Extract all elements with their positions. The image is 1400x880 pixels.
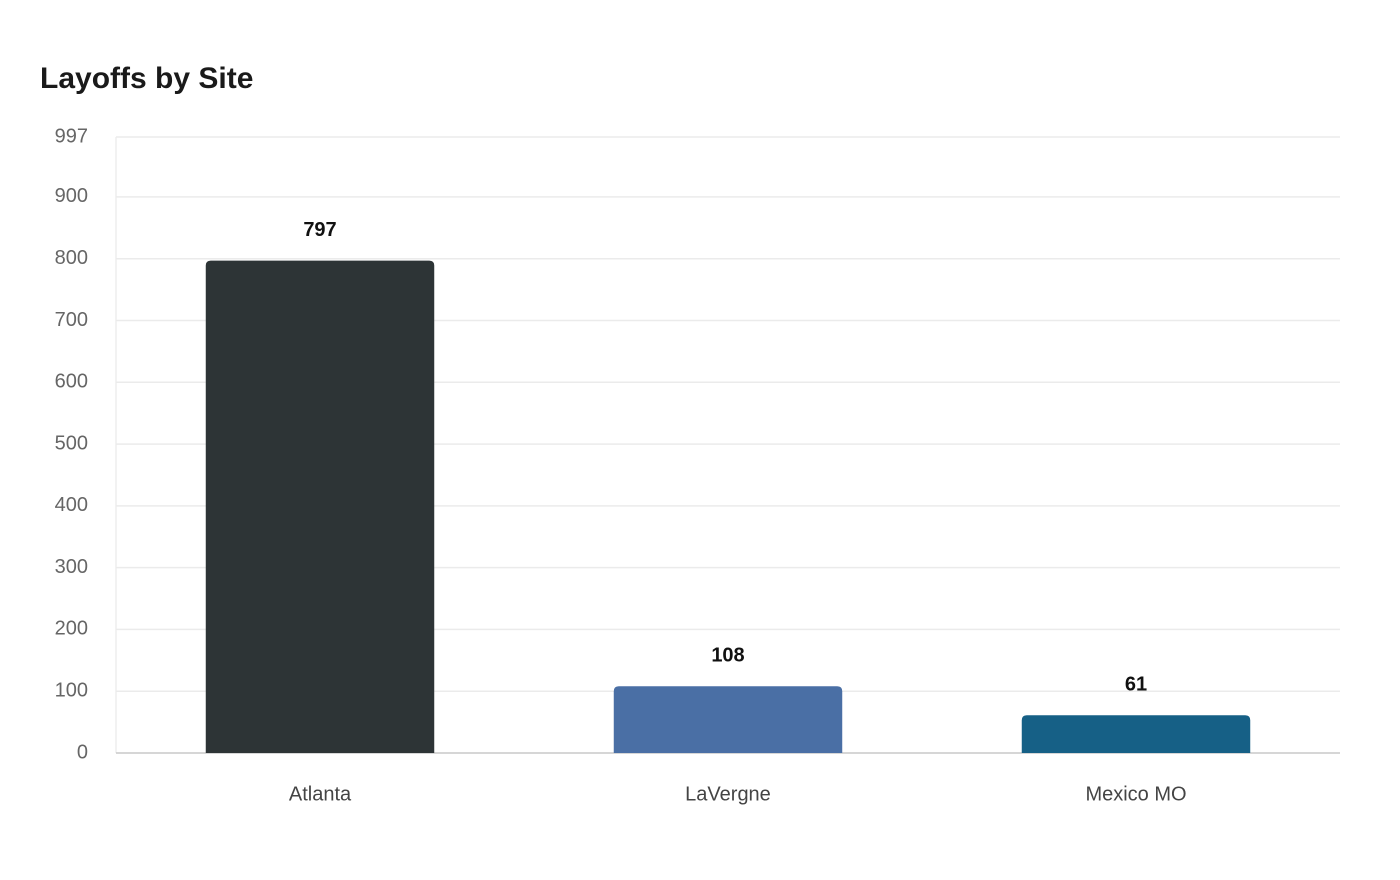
y-tick-label: 700: [55, 309, 88, 331]
value-label: 797: [303, 219, 336, 241]
value-label: 61: [1125, 674, 1147, 696]
x-tick-label: Mexico MO: [1085, 783, 1186, 805]
y-tick-label: 900: [55, 185, 88, 207]
y-tick-label: 200: [55, 618, 88, 640]
bar: [205, 260, 435, 753]
y-tick-label: 600: [55, 371, 88, 393]
y-tick-label: 100: [55, 679, 88, 701]
y-tick-label: 400: [55, 494, 88, 516]
y-tick-label: 997: [55, 125, 88, 147]
value-label: 108: [711, 645, 744, 667]
x-tick-label: Atlanta: [289, 783, 352, 805]
x-tick-label: LaVergne: [685, 783, 771, 805]
y-tick-label: 800: [55, 247, 88, 269]
y-tick-label: 300: [55, 556, 88, 578]
y-tick-label: 0: [77, 741, 88, 763]
bar: [613, 686, 843, 753]
y-tick-label: 500: [55, 432, 88, 454]
chart-title: Layoffs by Site: [40, 62, 253, 95]
bar: [1021, 715, 1251, 753]
